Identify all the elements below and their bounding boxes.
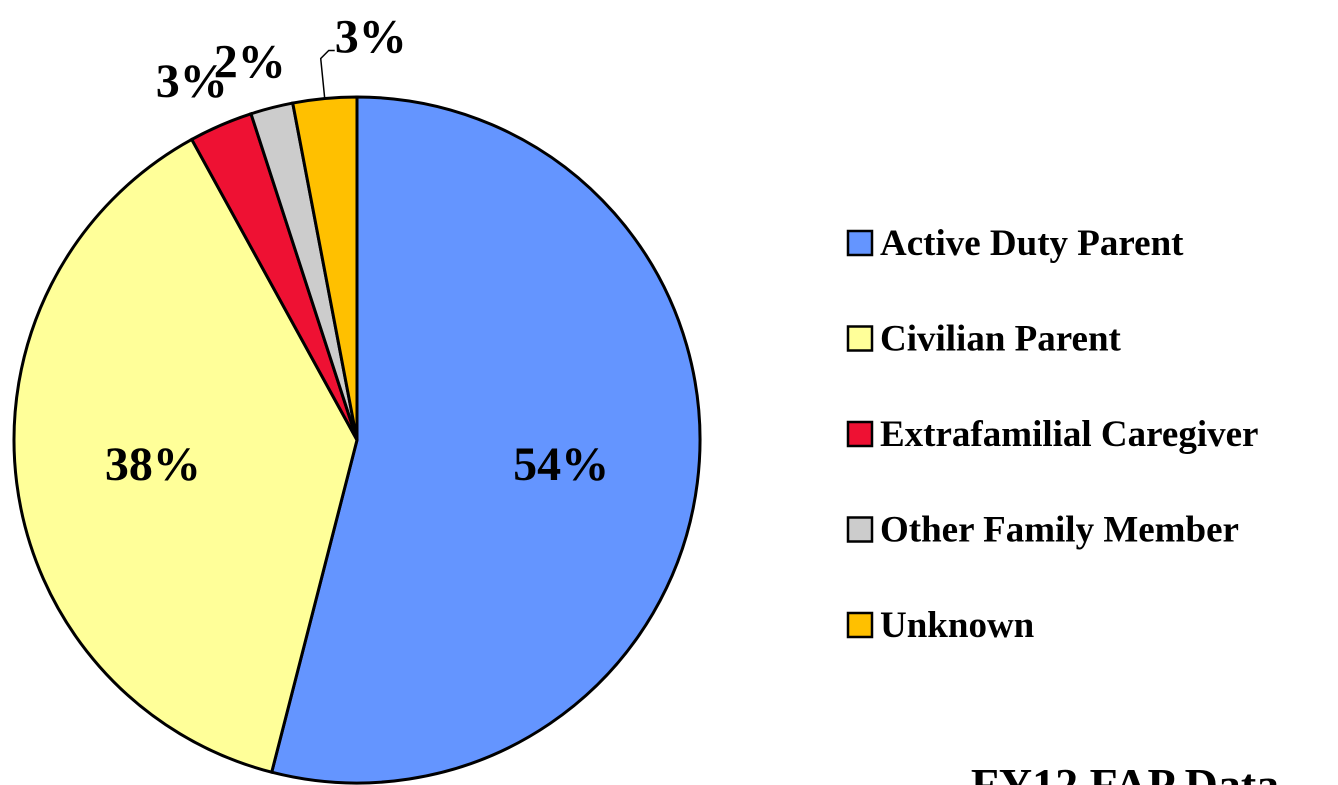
legend-label: Unknown bbox=[880, 605, 1035, 646]
leader-line bbox=[319, 49, 335, 99]
legend-label: Other Family Member bbox=[880, 510, 1239, 551]
legend-swatch bbox=[846, 516, 874, 543]
legend-swatch bbox=[846, 229, 874, 257]
data-label: 3% bbox=[156, 55, 228, 108]
legend-label: Active Duty Parent bbox=[880, 223, 1184, 264]
legend-swatch bbox=[846, 611, 874, 639]
legend-swatch bbox=[846, 420, 874, 448]
data-label: 2% bbox=[214, 35, 286, 88]
legend-label: Extrafamilial Caregiver bbox=[880, 414, 1258, 455]
pie-slice bbox=[269, 95, 702, 785]
legend-label: Civilian Parent bbox=[880, 319, 1122, 360]
data-label: 38% bbox=[105, 438, 201, 491]
chart-title: FY12 FAP Data bbox=[971, 759, 1279, 785]
data-label: 54% bbox=[513, 438, 609, 491]
pie-slice bbox=[12, 137, 359, 775]
legend-swatch bbox=[846, 325, 874, 352]
data-label: 3% bbox=[335, 11, 407, 64]
pie-slice bbox=[290, 95, 359, 441]
